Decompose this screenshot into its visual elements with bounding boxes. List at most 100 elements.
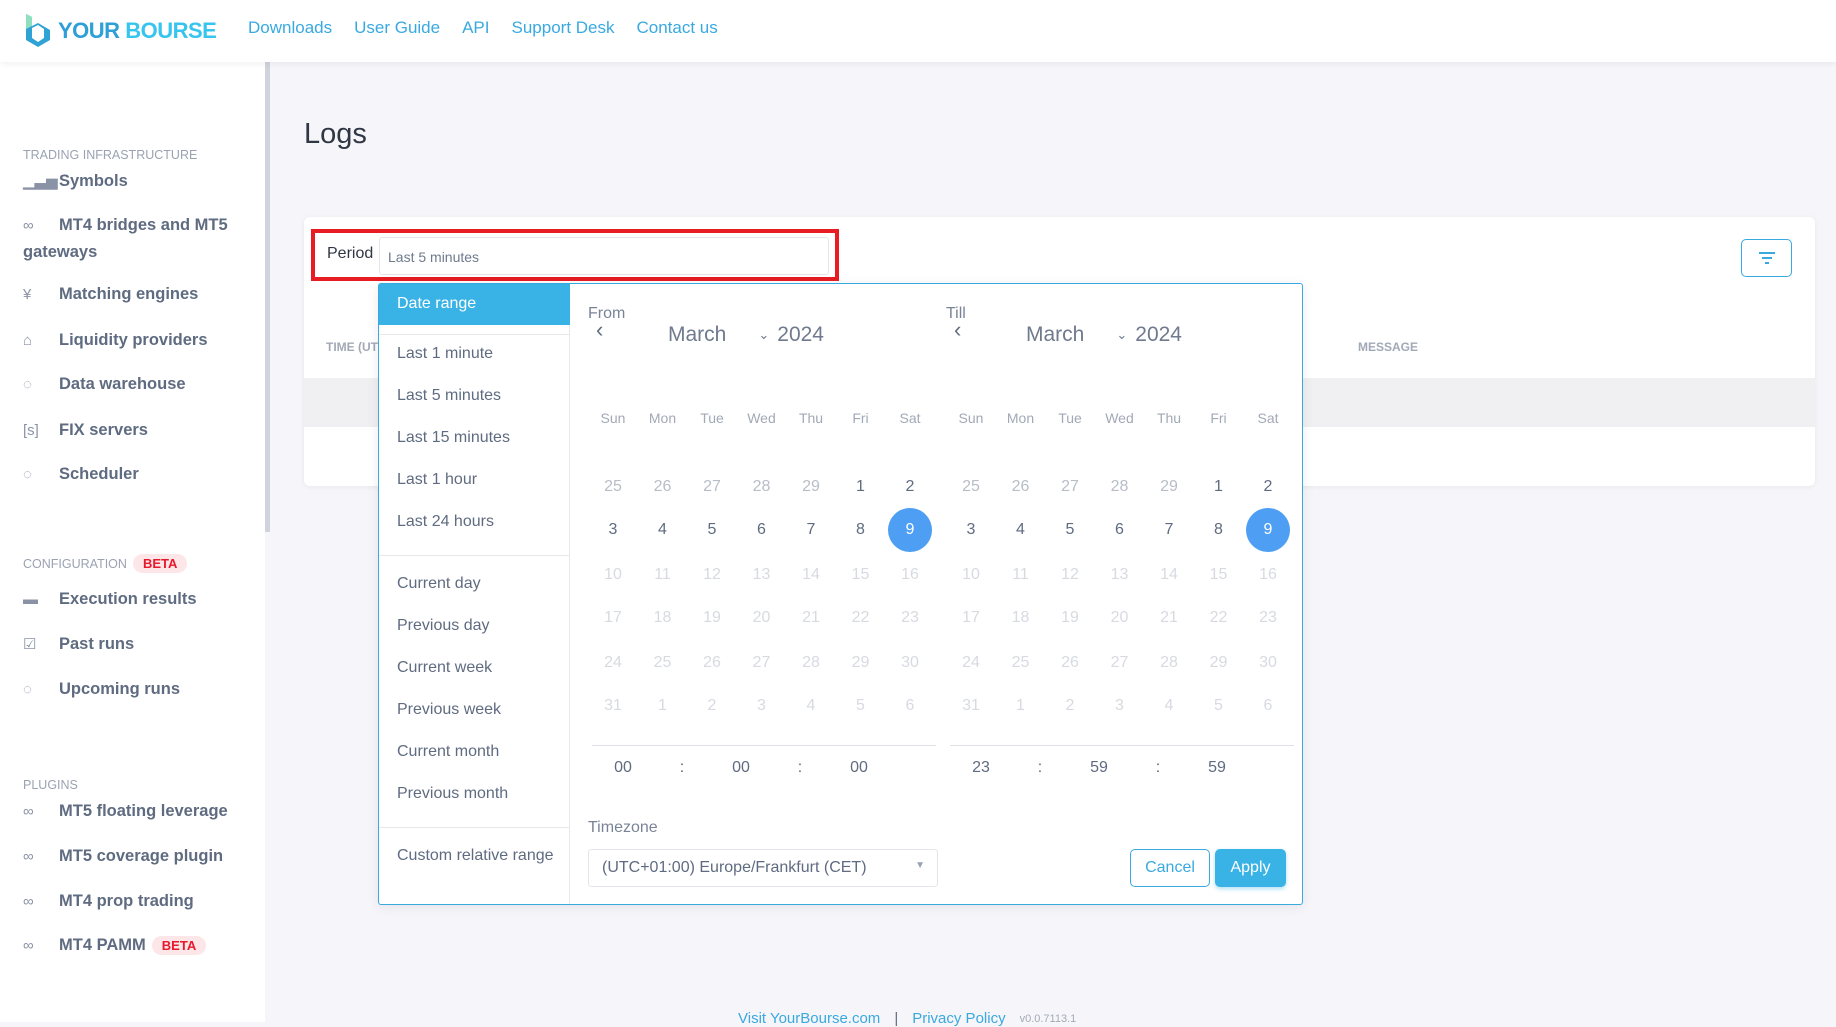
calendar-day[interactable]: 9 xyxy=(888,508,932,552)
calendar-day[interactable]: 26 xyxy=(653,478,672,495)
calendar-day[interactable]: 7 xyxy=(1164,521,1174,538)
calendar-day[interactable]: 8 xyxy=(1214,521,1223,538)
preset-last-15-minutes[interactable]: Last 15 minutes xyxy=(397,429,510,446)
preset-current-month[interactable]: Current month xyxy=(397,743,500,760)
calendar-day[interactable]: 26 xyxy=(1011,478,1030,495)
timezone-label: Timezone xyxy=(588,819,658,836)
preset-last-1-minute[interactable]: Last 1 minute xyxy=(397,345,494,362)
cancel-button[interactable]: Cancel xyxy=(1130,849,1210,887)
preset-last-1-hour[interactable]: Last 1 hour xyxy=(397,471,478,488)
sidebar-item-mt5-floating-leverage[interactable]: ∞ MT5 floating leverage xyxy=(23,798,248,825)
calendar-day[interactable]: 28 xyxy=(1110,478,1129,495)
sidebar-item-scheduler[interactable]: ◌ Scheduler xyxy=(23,461,248,488)
calendar-day: 10 xyxy=(604,566,622,583)
month-select[interactable]: March xyxy=(668,323,727,346)
year-select[interactable]: 2024 xyxy=(1135,323,1182,346)
calendar-day[interactable]: 4 xyxy=(1016,521,1025,538)
calendar-day[interactable]: 25 xyxy=(962,478,980,495)
month-select[interactable]: March xyxy=(1026,323,1085,346)
calendar-day[interactable]: 5 xyxy=(707,521,717,538)
calendar-day[interactable]: 2 xyxy=(1263,478,1273,495)
period-input[interactable]: Last 5 minutes xyxy=(379,237,829,275)
calendar-day[interactable]: 1 xyxy=(1214,478,1223,495)
calendar-day: 18 xyxy=(1011,609,1030,626)
sidebar-item-fix-servers[interactable]: [s] FIX servers xyxy=(23,417,248,444)
nav-user-guide[interactable]: User Guide xyxy=(354,18,441,37)
sidebar-item-mt4-prop-trading[interactable]: ∞ MT4 prop trading xyxy=(23,888,248,915)
calendar-day[interactable]: 1 xyxy=(856,478,865,495)
time-hours[interactable]: 23 xyxy=(972,759,990,776)
calendar-day[interactable]: 29 xyxy=(1160,478,1178,495)
folder-icon: ▬ xyxy=(23,591,38,608)
sidebar-item-execution-results[interactable]: ▬ Execution results xyxy=(23,586,248,613)
preset-current-week[interactable]: Current week xyxy=(397,659,493,676)
calendar-day: 24 xyxy=(604,654,622,671)
chevron-down-icon[interactable]: ⌄ xyxy=(758,327,770,342)
logo[interactable]: YOUR BOURSE xyxy=(24,14,217,48)
calendar-day[interactable]: 5 xyxy=(1065,521,1075,538)
sidebar-item-liquidity-providers[interactable]: ⌂ Liquidity providers xyxy=(23,327,248,354)
calendar-day[interactable]: 4 xyxy=(658,521,667,538)
calendar-day[interactable]: 28 xyxy=(752,478,771,495)
timezone-value: (UTC+01:00) Europe/Frankfurt (CET) xyxy=(602,859,867,876)
calendar-day: 25 xyxy=(1011,654,1030,671)
calendar-day[interactable]: 9 xyxy=(1246,508,1290,552)
preset-date-range[interactable]: Date range xyxy=(379,284,570,325)
time-minutes[interactable]: 59 xyxy=(1090,759,1108,776)
preset-previous-week[interactable]: Previous week xyxy=(397,701,502,718)
prev-month-button[interactable]: ‹ xyxy=(596,317,604,342)
calendar-day[interactable]: 27 xyxy=(703,478,721,495)
year-select[interactable]: 2024 xyxy=(777,323,824,346)
weekday-label: Fri xyxy=(1210,410,1227,426)
timezone-select[interactable]: (UTC+01:00) Europe/Frankfurt (CET) ▼ xyxy=(588,849,938,887)
calendar-day: 20 xyxy=(1110,609,1129,626)
time-seconds[interactable]: 59 xyxy=(1208,759,1226,776)
time-minutes[interactable]: 00 xyxy=(732,759,750,776)
sidebar-item-mt4-pamm[interactable]: ∞ MT4 PAMM BETA xyxy=(23,932,248,959)
privacy-link[interactable]: Privacy Policy xyxy=(912,1010,1006,1027)
sidebar-item-symbols[interactable]: ▁▃▅Symbols xyxy=(23,168,248,195)
calendar-day: 10 xyxy=(962,566,980,583)
time-hours[interactable]: 00 xyxy=(614,759,632,776)
preset-previous-month[interactable]: Previous month xyxy=(397,785,509,802)
column-header-message[interactable]: MESSAGE xyxy=(1358,340,1419,354)
sidebar-item-data-warehouse[interactable]: ◌ Data warehouse xyxy=(23,371,248,398)
sidebar-item-mt5-coverage-plugin[interactable]: ∞ MT5 coverage plugin xyxy=(23,843,248,870)
nav-api[interactable]: API xyxy=(462,18,490,37)
preset-last-5-minutes[interactable]: Last 5 minutes xyxy=(397,387,502,404)
s-box-icon: [s] xyxy=(23,422,39,439)
calendar-day[interactable]: 7 xyxy=(806,521,816,538)
sidebar-item-label: Data warehouse xyxy=(59,375,186,393)
preset-current-day[interactable]: Current day xyxy=(397,575,481,592)
calendar-day[interactable]: 3 xyxy=(966,521,976,538)
calendar-day[interactable]: 27 xyxy=(1061,478,1079,495)
apply-button[interactable]: Apply xyxy=(1215,849,1286,887)
sidebar-item-past-runs[interactable]: ☑ Past runs xyxy=(23,631,248,658)
preset-last-24-hours[interactable]: Last 24 hours xyxy=(397,513,494,530)
preset-custom-relative-range[interactable]: Custom relative range xyxy=(397,847,554,864)
section-title: Trading infrastructure xyxy=(23,148,198,162)
column-header-time[interactable]: TIME (UTC xyxy=(326,340,387,354)
calendar-day[interactable]: 2 xyxy=(905,478,915,495)
nav-contact-us[interactable]: Contact us xyxy=(636,18,718,37)
nav-downloads[interactable]: Downloads xyxy=(248,18,333,37)
calendar-day[interactable]: 6 xyxy=(1115,521,1124,538)
sidebar-item-upcoming-runs[interactable]: ◌ Upcoming runs xyxy=(23,676,248,703)
nav-support-desk[interactable]: Support Desk xyxy=(511,18,615,37)
chevron-down-icon[interactable]: ⌄ xyxy=(1116,327,1128,342)
calendar-day[interactable]: 6 xyxy=(757,521,766,538)
sidebar-scrollbar[interactable] xyxy=(265,62,270,532)
calendar-day[interactable]: 25 xyxy=(604,478,622,495)
prev-month-button[interactable]: ‹ xyxy=(954,317,962,342)
time-separator: : xyxy=(1155,759,1161,776)
calendar-day[interactable]: 29 xyxy=(802,478,820,495)
preset-previous-day[interactable]: Previous day xyxy=(397,617,490,634)
visit-link[interactable]: Visit YourBourse.com xyxy=(738,1010,881,1027)
sidebar-item-matching-engines[interactable]: ¥ Matching engines xyxy=(23,281,248,308)
filter-button[interactable] xyxy=(1741,239,1792,277)
calendar-day[interactable]: 3 xyxy=(608,521,618,538)
calendar-day: 1 xyxy=(658,697,667,714)
calendar-day[interactable]: 8 xyxy=(856,521,865,538)
time-seconds[interactable]: 00 xyxy=(850,759,868,776)
sidebar-item-mt4-bridges-and-mt5-gateways[interactable]: ∞ MT4 bridges and MT5 gateways xyxy=(23,212,248,266)
